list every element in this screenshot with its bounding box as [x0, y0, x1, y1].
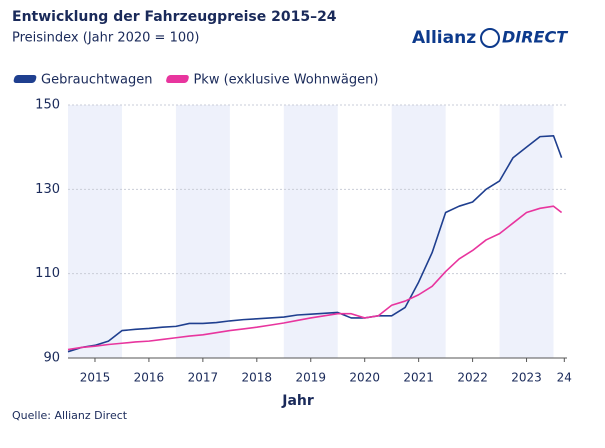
brand-product: DIRECT	[502, 28, 568, 47]
legend-swatch	[13, 75, 37, 83]
x-tick-label: 2018	[242, 371, 273, 385]
year-band	[499, 105, 554, 358]
year-band	[68, 105, 122, 358]
chart-subtitle: Preisindex (Jahr 2020 = 100)	[12, 31, 199, 46]
brand-name: Allianz	[412, 28, 476, 48]
year-band	[391, 105, 446, 358]
y-tick-label: 150	[35, 98, 60, 113]
year-band	[175, 105, 230, 358]
y-tick-label: 90	[43, 351, 60, 366]
legend-label: Gebrauchtwagen	[41, 73, 152, 88]
x-tick-label: 2016	[134, 371, 165, 385]
x-tick-label: 2019	[295, 371, 326, 385]
x-tick-label: 2015	[80, 371, 111, 385]
line-series	[67, 205, 563, 351]
x-axis-title: Jahr	[281, 393, 314, 409]
year-band	[283, 105, 338, 358]
source: Quelle: Allianz Direct	[12, 409, 128, 422]
x-tick-label: 2017	[188, 371, 219, 385]
legend-swatch	[166, 75, 189, 83]
x-tick-label: 2021	[403, 371, 434, 385]
y-tick-label: 130	[35, 182, 60, 197]
legend-label: Pkw (exklusive Wohnwägen)	[193, 73, 378, 88]
chart-title: Entwicklung der Fahrzeugpreise 2015–24	[12, 9, 337, 25]
brand-icon	[480, 28, 500, 48]
line-series	[67, 134, 563, 353]
y-tick-label: 110	[35, 266, 60, 281]
x-tick-label: 2023	[511, 371, 542, 385]
x-tick-label: 2020	[349, 371, 380, 385]
x-tick-label: 2022	[457, 371, 488, 385]
x-tick-label: 24	[557, 371, 572, 385]
